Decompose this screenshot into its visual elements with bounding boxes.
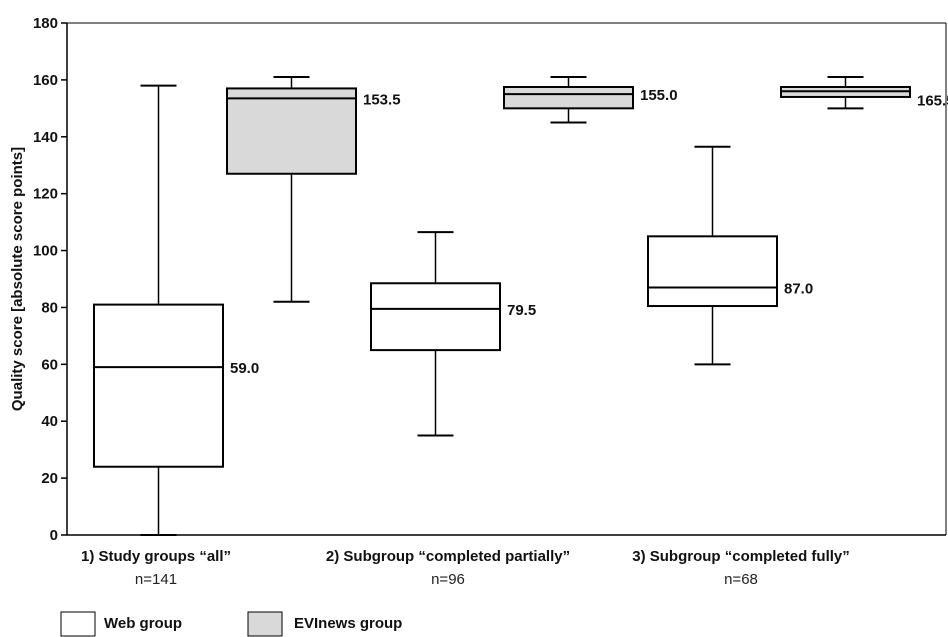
median-label: 87.0 (784, 281, 813, 298)
median-label: 153.5 (363, 91, 401, 108)
box-evinews-3: 165.5 (780, 76, 948, 110)
category-label: 3) Subgroup “completed fully” (632, 548, 850, 565)
y-tick-label: 80 (41, 299, 58, 316)
y-tick-label: 120 (33, 186, 58, 203)
category-n-label: n=96 (431, 571, 465, 588)
category-label: 2) Subgroup “completed partially” (326, 548, 570, 565)
median-label: 155.0 (640, 87, 678, 104)
y-tick-label: 40 (41, 413, 58, 430)
y-tick-label: 160 (33, 72, 58, 89)
legend-label: Web group (104, 615, 182, 632)
legend-swatch (60, 611, 96, 637)
iqr-box (370, 282, 501, 352)
median-label: 59.0 (230, 360, 259, 377)
box-evinews-2: 155.0 (503, 76, 678, 124)
legend-label: EVInews group (294, 615, 402, 632)
y-tick-label: 180 (33, 15, 58, 32)
iqr-box (93, 303, 224, 468)
box-web-2: 79.5 (370, 231, 536, 437)
legend-swatch (247, 611, 283, 637)
iqr-box (226, 87, 357, 175)
box-web-1: 59.0 (93, 84, 259, 536)
category-label: 1) Study groups “all” (81, 548, 231, 565)
legend-item-web: Web group (60, 611, 182, 637)
median-label: 79.5 (507, 302, 536, 319)
y-tick-label: 0 (50, 527, 58, 544)
iqr-box (647, 235, 778, 308)
category-n-label: n=68 (724, 571, 758, 588)
y-tick-label: 140 (33, 129, 58, 146)
boxes: 59.0 153.5 79.5 155.0 87.0 165.5 (93, 76, 948, 536)
iqr-box (503, 86, 634, 110)
axes (66, 22, 947, 536)
legend-item-evinews: EVInews group (247, 611, 402, 637)
category-labels: 1) Study groups “all” n=141 2) Subgroup “c… (81, 548, 850, 588)
legend: Web group EVInews group (60, 611, 402, 637)
y-tick-label: 20 (41, 470, 58, 487)
y-ticks: 0 20 40 60 80 100 120 140 160 180 (33, 15, 67, 544)
y-axis-title: Quality score [absolute score points] (9, 147, 26, 411)
y-tick-label: 100 (33, 243, 58, 260)
box-web-3: 87.0 (647, 145, 813, 366)
median-label: 165.5 (917, 92, 948, 109)
box-evinews-1: 153.5 (226, 76, 401, 303)
y-tick-label: 60 (41, 356, 58, 373)
category-n-label: n=141 (135, 571, 177, 588)
